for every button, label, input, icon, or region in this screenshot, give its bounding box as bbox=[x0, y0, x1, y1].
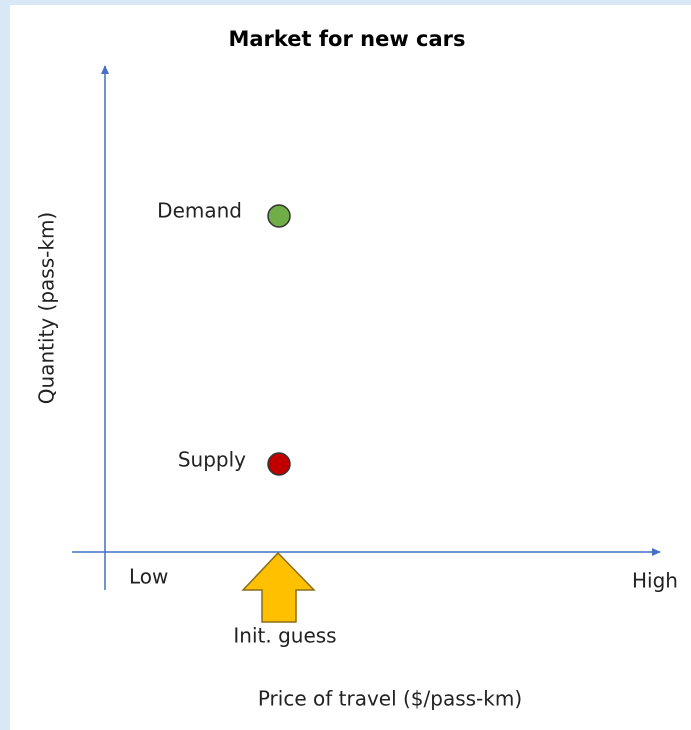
x-axis-high: High bbox=[632, 569, 678, 593]
title: Market for new cars bbox=[228, 27, 465, 51]
x-axis-label: Price of travel ($/pass-km) bbox=[258, 687, 522, 711]
demand-dot bbox=[267, 204, 291, 228]
x-axis-low: Low bbox=[129, 565, 168, 589]
node-label: Demand bbox=[157, 199, 242, 223]
node-label: Supply bbox=[178, 448, 246, 472]
marker-label: Init. guess bbox=[233, 624, 336, 648]
y-axis-label: Quantity (pass-km) bbox=[35, 212, 59, 404]
panel bbox=[10, 5, 691, 730]
supply-dot bbox=[267, 452, 291, 476]
guess-arrow bbox=[241, 551, 316, 623]
